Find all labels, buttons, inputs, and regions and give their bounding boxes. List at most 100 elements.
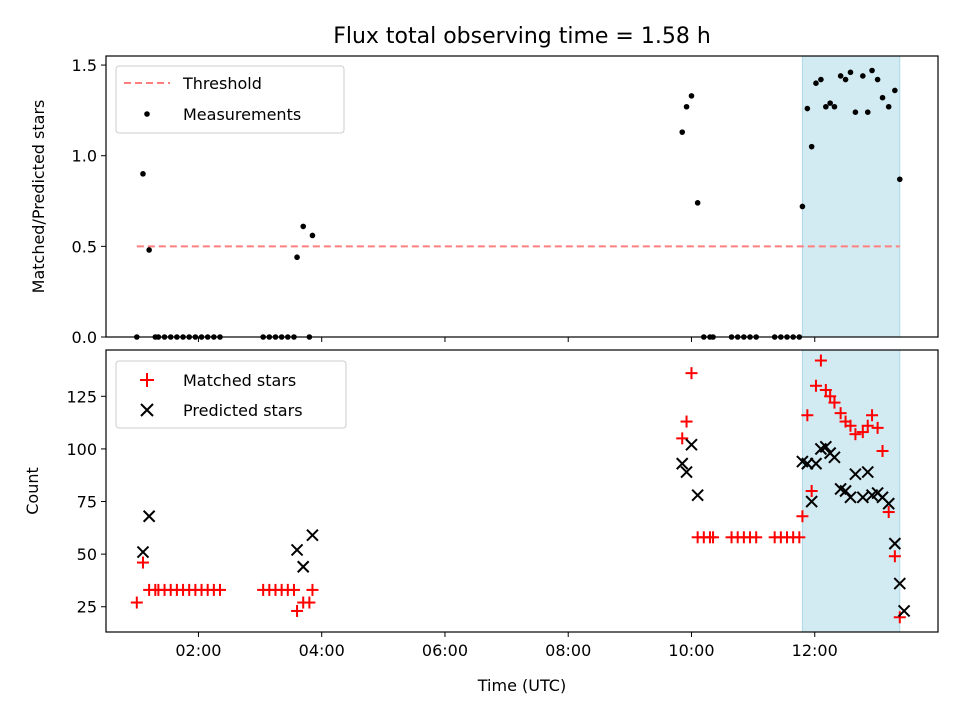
chart-title: Flux total observing time = 1.58 h bbox=[333, 24, 711, 49]
matched-star-point bbox=[680, 415, 693, 428]
x-stroke-b bbox=[893, 577, 906, 590]
legend-measurement-swatch bbox=[144, 111, 150, 117]
x-stroke-b bbox=[297, 560, 310, 573]
predicted-star-point bbox=[861, 465, 874, 479]
measurement-point bbox=[688, 93, 695, 99]
matched-star-point bbox=[824, 390, 837, 403]
matched-star-point bbox=[303, 596, 316, 609]
count-legend: Matched stars Predicted stars bbox=[115, 360, 347, 429]
x-stroke-b bbox=[136, 545, 150, 559]
matched-star-point bbox=[809, 379, 822, 392]
matched-star-point bbox=[882, 506, 895, 519]
matched-star-point bbox=[849, 428, 862, 441]
measurement-point bbox=[874, 76, 881, 83]
predicted-star-point bbox=[136, 545, 150, 559]
x-stroke-b bbox=[828, 451, 841, 464]
matched-star-point bbox=[707, 531, 720, 544]
y-tick-label: 0.0 bbox=[72, 328, 97, 347]
y-tick-label: 0.5 bbox=[72, 237, 97, 256]
x-tick-label: 12:00 bbox=[792, 641, 838, 660]
measurement-point bbox=[842, 76, 849, 83]
measurement-point bbox=[799, 203, 806, 210]
predicted-star-point bbox=[897, 604, 911, 618]
measurement-point bbox=[679, 129, 686, 135]
matched-star-point bbox=[214, 583, 227, 596]
measurement-point bbox=[869, 67, 875, 74]
matched-star-point bbox=[793, 531, 806, 544]
x-stroke-b bbox=[676, 457, 689, 470]
measurement-point bbox=[813, 80, 819, 86]
measurement-point bbox=[146, 247, 152, 253]
measurement-point bbox=[804, 105, 811, 112]
measurement-point bbox=[837, 73, 844, 79]
predicted-star-point bbox=[888, 537, 902, 550]
x-tick-label: 02:00 bbox=[175, 641, 221, 660]
predicted-star-point bbox=[685, 438, 698, 451]
measurement-point bbox=[847, 69, 854, 76]
measurement-point bbox=[818, 76, 824, 83]
x-stroke-b bbox=[876, 491, 889, 504]
matched-star-point bbox=[291, 604, 304, 617]
measurement-point bbox=[885, 103, 892, 110]
predicted-star-point bbox=[849, 467, 862, 481]
x-tick-label: 10:00 bbox=[668, 641, 714, 660]
matched-star-point bbox=[805, 485, 818, 497]
legend-predicted-swatch bbox=[140, 403, 154, 417]
predicted-star-point bbox=[142, 510, 156, 523]
matched-star-point bbox=[801, 409, 814, 422]
count-panel: 25 50 75 100 125 02:00 04:00 06:00 08:00 10:00 12… bbox=[23, 349, 939, 695]
ratio-y-ticks: 0.0 0.5 1.0 1.5 bbox=[72, 56, 106, 347]
measurement-point bbox=[808, 143, 815, 150]
x-stroke-b bbox=[897, 604, 911, 618]
measurement-point bbox=[896, 176, 903, 183]
matched-star-point bbox=[287, 583, 300, 596]
measurement-point bbox=[140, 171, 146, 177]
ratio-axes-frame bbox=[105, 55, 939, 338]
measurement-point bbox=[892, 87, 898, 94]
count-points bbox=[130, 354, 911, 624]
matched-star-point bbox=[819, 383, 832, 396]
predicted-star-point bbox=[297, 560, 310, 573]
x-stroke-b bbox=[882, 497, 895, 510]
y-tick-label: 1.5 bbox=[72, 56, 97, 75]
x-stroke-b bbox=[888, 537, 902, 550]
ratio-x-ticks bbox=[197, 337, 816, 342]
predicted-star-point bbox=[290, 543, 304, 557]
legend-matched-swatch bbox=[140, 373, 154, 387]
predicted-star-point bbox=[844, 491, 857, 504]
matched-star-point bbox=[893, 611, 906, 624]
y-tick-label: 75 bbox=[77, 493, 97, 512]
matched-star-point bbox=[750, 531, 763, 544]
matched-star-point bbox=[871, 421, 884, 434]
legend-threshold-label: Threshold bbox=[182, 74, 262, 93]
y-tick-label: 125 bbox=[66, 387, 97, 406]
predicted-star-point bbox=[809, 457, 823, 470]
x-tick-label: 08:00 bbox=[545, 641, 591, 660]
ratio-panel: 0.0 0.5 1.0 1.5 Matched/Predicted stars Thr… bbox=[29, 55, 939, 347]
x-stroke-b bbox=[306, 528, 319, 542]
matched-star-point bbox=[888, 550, 901, 563]
predicted-star-point bbox=[882, 497, 895, 510]
x-stroke-b bbox=[691, 489, 704, 502]
measurement-point bbox=[309, 232, 316, 239]
x-tick-label: 06:00 bbox=[422, 641, 468, 660]
matched-star-point bbox=[130, 596, 143, 609]
count-x-ticks: 02:00 04:00 06:00 08:00 10:00 12:00 bbox=[175, 632, 838, 660]
y-tick-label: 1.0 bbox=[72, 147, 97, 166]
measurement-point bbox=[879, 94, 886, 101]
x-stroke-b bbox=[680, 465, 693, 479]
matched-star-point bbox=[844, 419, 857, 432]
matched-star-point bbox=[856, 426, 869, 439]
predicted-star-point bbox=[676, 457, 689, 470]
count-y-axis-label: Count bbox=[23, 467, 42, 515]
x-stroke-b bbox=[844, 491, 857, 504]
legend-matched-label: Matched stars bbox=[183, 371, 296, 390]
x-stroke-b bbox=[796, 455, 809, 468]
count-axes-frame bbox=[105, 349, 939, 633]
x-stroke-b bbox=[809, 457, 823, 470]
x-stroke-b bbox=[290, 543, 304, 557]
measurement-point bbox=[860, 73, 866, 79]
x-axis-label: Time (UTC) bbox=[477, 676, 566, 695]
measurement-point bbox=[864, 109, 871, 115]
